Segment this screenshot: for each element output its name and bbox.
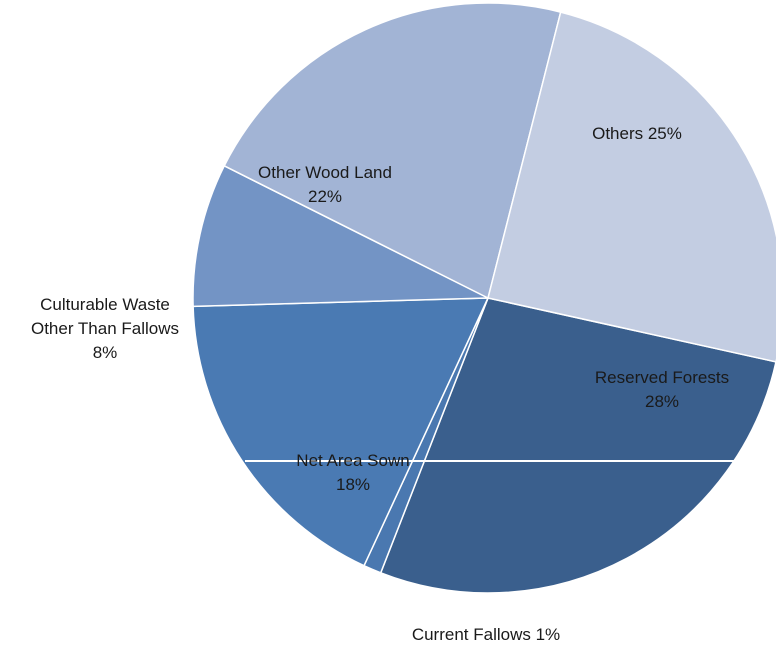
pie-slice-culturable-waste-other-than-fallows bbox=[192, 164, 489, 308]
slice-label-line: Other Than Fallows bbox=[31, 319, 179, 338]
pie-slice-other-wood-land bbox=[223, 2, 562, 300]
slice-label-line: Current Fallows 1% bbox=[412, 625, 560, 644]
pie-slice-net-area-sown bbox=[192, 297, 490, 567]
slice-label-line: Net Area Sown bbox=[296, 451, 409, 470]
pie-slice-reserved-forests bbox=[379, 297, 776, 594]
slice-label-line: Reserved Forests bbox=[595, 368, 729, 387]
slice-label-other-wood-land: Other Wood Land 22% bbox=[258, 163, 392, 206]
pie-labels: Reserved Forests 28% Current Fallows 1% Net… bbox=[31, 124, 729, 644]
slice-label-line: Culturable Waste bbox=[40, 295, 170, 314]
slice-label-reserved-forests: Reserved Forests 28% bbox=[595, 368, 729, 411]
slice-label-others: Others 25% bbox=[592, 124, 682, 143]
slice-label-culturable-waste-other-than-fallows: Culturable Waste Other Than Fallows 8% bbox=[31, 295, 179, 362]
slice-label-line: 22% bbox=[308, 187, 342, 206]
slice-label-line: 18% bbox=[336, 475, 370, 494]
slice-label-line: Others 25% bbox=[592, 124, 682, 143]
pie-slice-others bbox=[487, 11, 776, 363]
pie-slices bbox=[192, 2, 776, 594]
slice-label-line: 28% bbox=[645, 392, 679, 411]
slice-label-current-fallows: Current Fallows 1% bbox=[412, 625, 560, 644]
slice-label-line: 8% bbox=[93, 343, 118, 362]
slice-label-line: Other Wood Land bbox=[258, 163, 392, 182]
slice-label-net-area-sown: Net Area Sown 18% bbox=[296, 451, 409, 494]
